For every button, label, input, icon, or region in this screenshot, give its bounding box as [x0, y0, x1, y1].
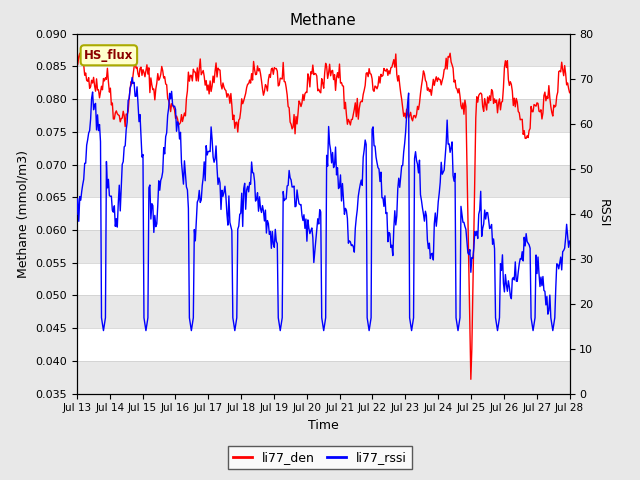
Bar — [77, 328, 570, 361]
Y-axis label: Methane (mmol/m3): Methane (mmol/m3) — [17, 150, 30, 277]
X-axis label: Time: Time — [308, 419, 339, 432]
Bar — [77, 1, 570, 34]
Legend: li77_den, li77_rssi: li77_den, li77_rssi — [228, 446, 412, 469]
Bar — [77, 263, 570, 295]
Bar — [77, 66, 570, 99]
Text: HS_flux: HS_flux — [84, 49, 134, 62]
Bar — [77, 197, 570, 230]
Title: Methane: Methane — [290, 13, 356, 28]
Y-axis label: RSSI: RSSI — [597, 199, 610, 228]
Bar — [77, 132, 570, 165]
